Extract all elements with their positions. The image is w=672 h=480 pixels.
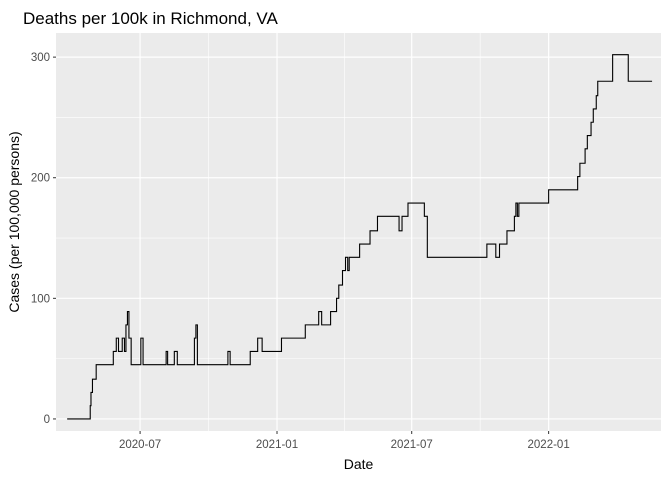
x-axis: 2020-07 2021-01 2021-07 2022-01 — [119, 431, 570, 451]
plot-panel — [56, 33, 661, 431]
y-axis: 0 100 200 300 — [31, 52, 56, 426]
x-tick-label: 2020-07 — [119, 439, 161, 451]
x-axis-title: Date — [344, 456, 374, 472]
y-tick-label: 300 — [31, 52, 50, 64]
grid-major — [56, 33, 661, 431]
series-line — [67, 54, 653, 420]
x-tick-label: 2022-01 — [528, 439, 570, 451]
y-axis-title: Cases (per 100,000 persons) — [6, 131, 22, 312]
y-tick-label: 100 — [31, 293, 50, 305]
x-tick-label: 2021-01 — [256, 439, 298, 451]
x-tick-label: 2021-07 — [391, 439, 433, 451]
grid-minor — [56, 33, 661, 431]
y-tick-label: 200 — [31, 173, 50, 185]
y-tick-label: 0 — [44, 414, 50, 426]
series-layer — [67, 54, 653, 420]
chart-title: Deaths per 100k in Richmond, VA — [23, 9, 278, 28]
